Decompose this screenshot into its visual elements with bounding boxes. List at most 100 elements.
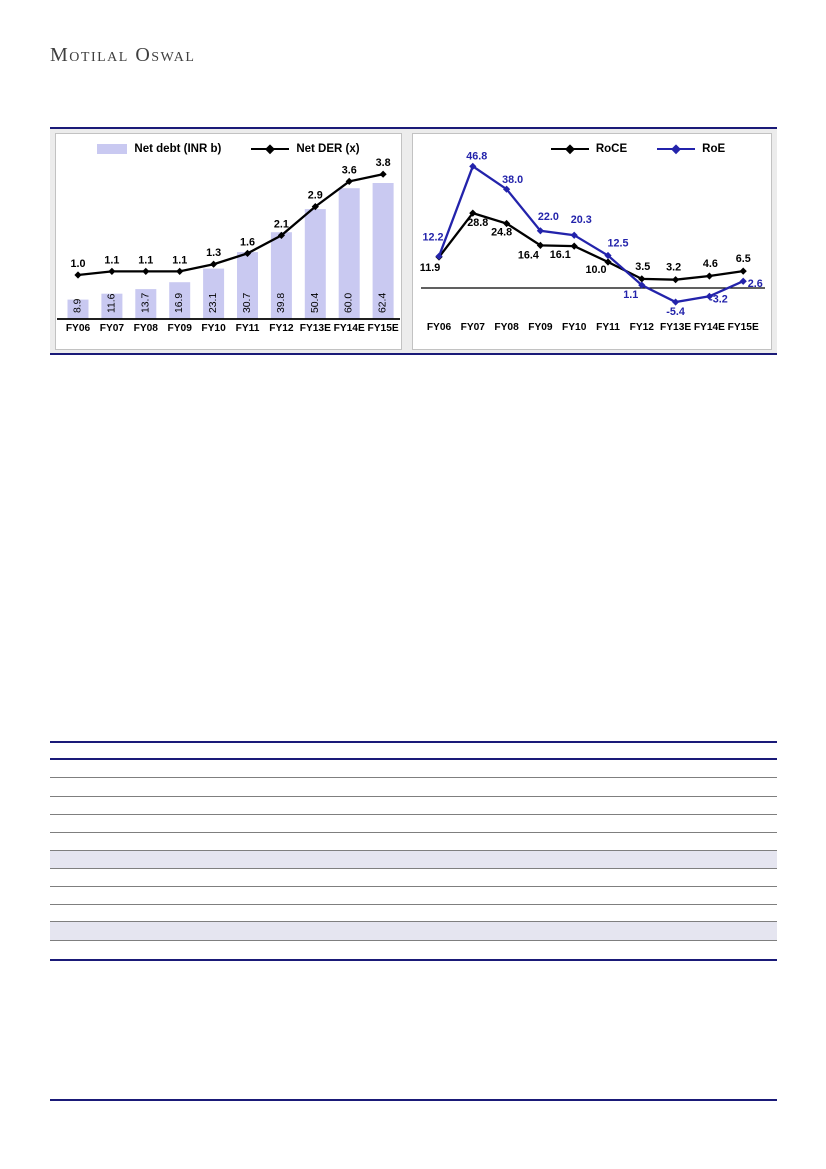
net-debt-bar	[338, 188, 360, 319]
net-debt-bar-label: 13.7	[140, 293, 151, 313]
roe-point-label: 46.8	[466, 150, 487, 162]
net-debt-bar	[270, 232, 292, 319]
category-label: FY11	[596, 322, 620, 333]
table-row	[50, 869, 777, 887]
category-label: FY13E	[300, 323, 331, 334]
net-debt-bar	[372, 183, 394, 319]
financials-table-skeleton	[50, 741, 777, 961]
net-der-point-label: 1.1	[138, 254, 153, 266]
roe-point	[604, 251, 612, 260]
roe-legend-swatch	[657, 145, 696, 154]
roe-point-label: 20.3	[571, 214, 592, 226]
table-row	[50, 905, 777, 922]
net-der-point-label: 3.6	[342, 164, 357, 176]
roce-point	[705, 272, 713, 280]
roce-roe-chart-panel: RoCE RoE 11.9 28.8 24.8 16.4 16.1 10.0 3.5 3.2 4…	[412, 133, 772, 350]
table-row	[50, 760, 777, 778]
net-der-point-label: 2.9	[308, 190, 323, 202]
net-debt-bar-label: 39.8	[276, 293, 287, 313]
table-row	[50, 778, 777, 797]
roce-line	[438, 211, 744, 281]
category-label: FY07	[461, 322, 486, 333]
roce-point-label: 4.6	[703, 258, 718, 270]
net-debt-bar	[101, 293, 123, 319]
roce-point-label: 6.5	[736, 253, 751, 265]
net-debt-chart-panel: Net debt (INR b) Net DER (x) 8.9 11.6 13.7…	[55, 133, 402, 350]
category-label: FY14E	[694, 322, 725, 333]
net-debt-bar-label: 60.0	[344, 293, 355, 313]
category-label: FY10	[562, 322, 587, 333]
net-der-point-label: 1.1	[104, 254, 119, 266]
roce-point-label: 10.0	[585, 264, 606, 276]
roe-point-label: 12.5	[607, 238, 628, 250]
net-der-point	[243, 249, 252, 257]
category-label: FY11	[236, 323, 260, 334]
category-label: FY06	[427, 322, 452, 333]
net-der-legend-label: Net DER (x)	[296, 143, 360, 155]
roe-point-label: -5.4	[666, 306, 685, 318]
category-label: FY09	[528, 322, 553, 333]
roe-point-label: 2.6	[748, 278, 763, 290]
net-debt-bar-label: 23.1	[208, 293, 219, 313]
roce-point	[672, 276, 680, 284]
table-row-shaded	[50, 851, 777, 869]
category-label: FY12	[269, 323, 294, 334]
roe-point	[705, 292, 713, 300]
roce-point-label: 16.1	[550, 249, 571, 261]
net-debt-chart-svg: 8.9 11.6 13.7 16.9 23.1 30.7 39.8 50.4 60.0 62.4 1…	[57, 157, 400, 334]
net-debt-bar-label: 30.7	[242, 293, 253, 313]
roce-legend-swatch	[550, 145, 589, 154]
net-der-point	[74, 271, 82, 279]
net-debt-bar	[135, 289, 157, 319]
table-row	[50, 833, 777, 851]
net-der-legend-swatch	[251, 145, 290, 154]
roe-point-label: 1.1	[623, 289, 638, 301]
roce-point-label: 3.2	[666, 262, 681, 274]
net-der-line	[77, 173, 384, 277]
category-label: FY06	[66, 323, 91, 334]
category-label: FY10	[201, 323, 226, 334]
charts-panel: Net debt (INR b) Net DER (x) 8.9 11.6 13.7…	[50, 127, 777, 355]
net-der-point-label: 1.0	[70, 258, 85, 270]
roe-line	[437, 164, 744, 304]
roe-point	[672, 298, 680, 306]
roe-point-label: -3.2	[709, 293, 728, 305]
net-der-point	[142, 267, 150, 275]
net-debt-bar	[67, 299, 89, 319]
net-der-point	[311, 203, 319, 211]
category-label: FY08	[134, 323, 159, 334]
net-debt-chart-legend: Net debt (INR b) Net DER (x)	[56, 143, 401, 155]
roce-point	[604, 258, 612, 266]
net-debt-bar	[169, 282, 191, 319]
roce-point-label: 11.9	[420, 262, 440, 274]
net-der-point-label: 3.8	[376, 157, 391, 169]
footer-rule	[50, 1099, 777, 1101]
net-der-point-label: 2.1	[274, 218, 289, 230]
net-der-point	[210, 260, 218, 268]
net-debt-bar	[237, 252, 258, 319]
roce-roe-chart-svg: 11.9 28.824.8 16.4 16.1 10.0 3.5 3.2 4.6 6.5 12.2…	[420, 150, 765, 333]
roce-point	[739, 267, 747, 275]
category-label: FY15E	[728, 322, 759, 333]
net-der-point-label: 1.6	[240, 236, 255, 248]
category-label: FY12	[630, 322, 655, 333]
net-der-point-label: 1.1	[172, 254, 187, 266]
category-label: FY07	[100, 323, 125, 334]
net-debt-legend-swatch	[97, 144, 128, 154]
net-debt-bar-label: 8.9	[73, 298, 84, 313]
roe-point	[435, 252, 443, 260]
net-debt-bar	[304, 209, 326, 319]
category-label: FY09	[168, 323, 193, 334]
net-der-point	[345, 177, 353, 185]
net-debt-bar	[203, 268, 225, 319]
net-der-point-label: 1.3	[206, 247, 221, 259]
net-debt-bar-label: 50.4	[310, 293, 321, 313]
table-row	[50, 815, 777, 833]
table-row	[50, 941, 777, 959]
net-debt-bar-label: 11.6	[106, 293, 117, 313]
category-label: FY14E	[334, 323, 365, 334]
roe-point-label: 38.0	[502, 174, 523, 186]
net-der-point	[108, 267, 116, 275]
net-der-point	[379, 170, 387, 178]
roce-point-label: 16.4	[518, 249, 539, 261]
